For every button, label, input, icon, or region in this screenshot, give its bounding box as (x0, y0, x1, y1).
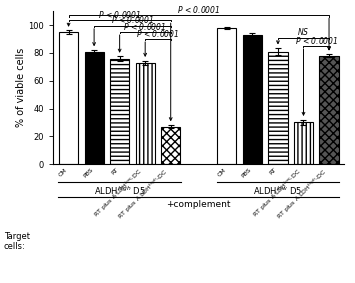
Text: ALDH$^{high}$ D5: ALDH$^{high}$ D5 (94, 185, 146, 197)
Text: $P$ < 0.0001: $P$ < 0.0001 (98, 9, 141, 20)
Text: +complement: +complement (166, 200, 231, 209)
Text: $P$ < 0.0001: $P$ < 0.0001 (111, 14, 154, 25)
Bar (110, 59, 129, 164)
Text: RT plus A LDH$^{low}$-DC: RT plus A LDH$^{low}$-DC (92, 167, 145, 220)
Bar (161, 127, 180, 164)
Text: $P$ < 0.0001: $P$ < 0.0001 (295, 35, 338, 46)
Text: RT plus A LDH$^{high}$-DC: RT plus A LDH$^{high}$-DC (274, 167, 329, 222)
Bar (217, 28, 236, 164)
Text: RT plus A LDH$^{high}$-DC: RT plus A LDH$^{high}$-DC (116, 167, 171, 222)
Text: ALDH$^{low}$ D5: ALDH$^{low}$ D5 (253, 185, 302, 197)
Text: Target
cells:: Target cells: (4, 232, 29, 252)
Text: RT plus A LDH$^{low}$-DC: RT plus A LDH$^{low}$-DC (250, 167, 304, 220)
Bar (59, 32, 78, 164)
Text: $P$ < 0.0001: $P$ < 0.0001 (124, 21, 167, 32)
Bar (136, 63, 155, 164)
Y-axis label: % of viable cells: % of viable cells (16, 48, 26, 127)
Bar (320, 56, 339, 164)
Text: RT: RT (269, 167, 278, 176)
Text: RT: RT (111, 167, 120, 176)
Bar (84, 52, 104, 164)
Text: $NS$: $NS$ (297, 26, 310, 37)
Text: PBS: PBS (82, 167, 94, 179)
Text: CM: CM (58, 167, 69, 177)
Text: CM: CM (217, 167, 227, 177)
Bar (294, 123, 313, 164)
Text: PBS: PBS (241, 167, 252, 179)
Bar (268, 52, 288, 164)
Bar (243, 35, 262, 164)
Text: $P$ < 0.0001: $P$ < 0.0001 (177, 4, 220, 15)
Text: $P$ < 0.0001: $P$ < 0.0001 (136, 28, 180, 39)
